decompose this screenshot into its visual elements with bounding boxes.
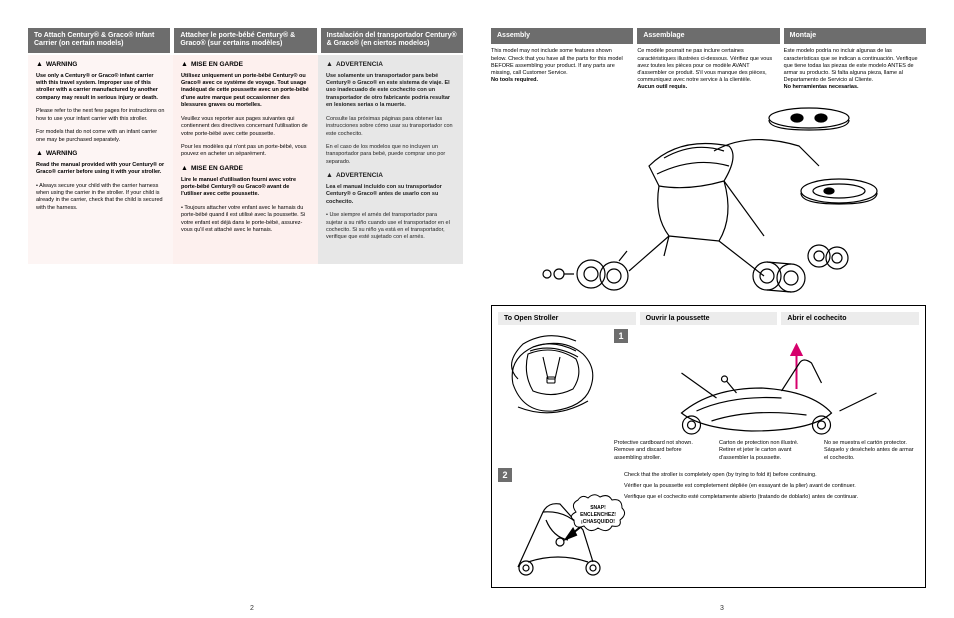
folded-stroller-svg [614, 343, 919, 438]
step2-cap-en: Check that the stroller is completely op… [624, 472, 919, 479]
warning-icon: ▲ [36, 61, 43, 68]
step1-area: 1 [614, 329, 919, 461]
snap-bubble: SNAP! ENCLENCHEZ! ¡CHASQUIDO! [568, 492, 628, 534]
step1-cap-a: Protective cardboard not shown. Remove a… [614, 440, 709, 461]
warn-col-fr: ▲MISE EN GARDE Utilisez uniquement un po… [173, 55, 318, 264]
right-header-es: Montaje [784, 28, 926, 44]
open-header-en: To Open Stroller [498, 312, 636, 325]
step1-cap-c: No se muestra el cartón protector. Sáque… [824, 440, 919, 461]
warn-body: Lire le manuel d'utilisation fourni avec… [181, 177, 310, 199]
warn-body: Use solamente un transportador para bebé… [326, 73, 455, 110]
warn-p: • Always secure your child with the carr… [36, 183, 165, 213]
assembly-desc-fr: Ce modèle pourrait ne pas inclure certai… [637, 46, 779, 91]
assembly-desc-row: This model may not include some features… [491, 46, 926, 91]
step1-cap-b: Carton de protection non illustré. Retir… [719, 440, 814, 461]
warning-icon: ▲ [326, 172, 333, 179]
warn-title-fr-1: ▲MISE EN GARDE [181, 61, 310, 70]
right-header-row: Assembly Assemblage Montaje [491, 28, 926, 44]
warn-title-en-2: ▲WARNING [36, 150, 165, 159]
page-number-right: 3 [720, 605, 724, 612]
assembly-desc-en: This model may not include some features… [491, 46, 633, 91]
open-row-1: 1 [498, 329, 919, 461]
step2-cap-fr: Vérifier que la poussette est completeme… [624, 483, 919, 490]
warn-title-es-1: ▲ADVERTENCIA [326, 61, 455, 70]
right-header-en: Assembly [491, 28, 633, 44]
warning-icon: ▲ [326, 61, 333, 68]
warn-title-es-2: ▲ADVERTENCIA [326, 172, 455, 181]
warn-p: Pour les modèles qui n'ont pas un porte-… [181, 144, 310, 159]
step1-captions: Protective cardboard not shown. Remove a… [614, 440, 919, 461]
warn-col-en: ▲WARNING Use only a Century® or Graco® i… [28, 55, 173, 264]
left-header-row: To Attach Century® & Graco® Infant Carri… [28, 28, 463, 53]
warning-icon: ▲ [181, 61, 188, 68]
warn-label: ADVERTENCIA [336, 61, 383, 70]
warn-body: Lea el manual incluido con su transporta… [326, 184, 455, 206]
warning-icon: ▲ [36, 150, 43, 157]
open-stroller-box: To Open Stroller Ouvrir la poussette Abr… [491, 305, 926, 587]
open-header-row: To Open Stroller Ouvrir la poussette Abr… [498, 312, 919, 325]
left-header-en: To Attach Century® & Graco® Infant Carri… [28, 28, 170, 53]
warn-title-en-1: ▲WARNING [36, 61, 165, 70]
warn-body: Utilisez uniquement un porte-bébé Centur… [181, 73, 310, 110]
page-number-left: 2 [250, 605, 254, 612]
warn-p: Consulte las próximas páginas para obten… [326, 116, 455, 138]
assembly-desc-es: Este modelo podría no incluir algunas de… [784, 46, 926, 91]
step-number-2: 2 [498, 468, 512, 482]
warn-label: MISE EN GARDE [191, 165, 243, 174]
warn-col-es: ▲ADVERTENCIA Use solamente un transporta… [318, 55, 463, 264]
right-header-fr: Assemblage [637, 28, 779, 44]
warn-body: Use only a Century® or Graco® infant car… [36, 73, 165, 103]
left-header-es: Instalación del transportador Century® &… [321, 28, 463, 53]
step2-image: SNAP! ENCLENCHEZ! ¡CHASQUIDO! [498, 482, 618, 577]
warn-p: For models that do not come with an infa… [36, 129, 165, 144]
step2-captions: Check that the stroller is completely op… [624, 468, 919, 501]
step2-block: 2 [498, 468, 618, 577]
warn-body: Read the manual provided with your Centu… [36, 162, 165, 177]
warn-label: MISE EN GARDE [191, 61, 243, 70]
open-row-2: 2 [498, 468, 919, 577]
warning-icon: ▲ [181, 165, 188, 172]
carseat-drawing [498, 329, 608, 424]
desc-text: Ce modèle pourrait ne pas inclure certai… [637, 48, 772, 83]
warn-p: • Toujours attacher votre enfant avec le… [181, 205, 310, 235]
warn-label: ADVERTENCIA [336, 172, 383, 181]
tools-text: No tools required. [491, 77, 538, 83]
stroller-exploded-svg [519, 96, 899, 296]
right-page: Assembly Assemblage Montaje This model m… [491, 28, 926, 588]
warn-p: En el caso de los modelos que no incluye… [326, 144, 455, 166]
step2-cap-es: Verifique que el cochecito esté completa… [624, 494, 919, 501]
left-header-fr: Attacher le porte-bébé Century® & Graco®… [174, 28, 316, 53]
step1-image [614, 343, 919, 438]
desc-text: This model may not include some features… [491, 48, 623, 75]
svg-text:¡CHASQUIDO!: ¡CHASQUIDO! [581, 519, 615, 525]
warn-label: WARNING [46, 61, 77, 70]
open-header-fr: Ouvrir la poussette [640, 312, 778, 325]
step-number-1: 1 [614, 329, 628, 343]
tools-text: Aucun outil requis. [637, 84, 687, 90]
desc-text: Este modelo podría no incluir algunas de… [784, 48, 918, 83]
warn-p: • Use siempre el arnés del transportador… [326, 212, 455, 242]
svg-text:SNAP!: SNAP! [590, 505, 606, 511]
warning-box: ▲WARNING Use only a Century® or Graco® i… [28, 55, 463, 264]
warn-title-fr-2: ▲MISE EN GARDE [181, 165, 310, 174]
warn-p: Veuillez vous reporter aux pages suivant… [181, 116, 310, 138]
warn-p: Please refer to the next few pages for i… [36, 108, 165, 123]
exploded-stroller-diagram [491, 91, 926, 301]
left-page: To Attach Century® & Graco® Infant Carri… [28, 28, 463, 588]
tools-text: No herramientas necesarias. [784, 84, 859, 90]
open-header-es: Abrir el cochecito [781, 312, 919, 325]
svg-text:ENCLENCHEZ!: ENCLENCHEZ! [580, 512, 616, 518]
warn-label: WARNING [46, 150, 77, 159]
